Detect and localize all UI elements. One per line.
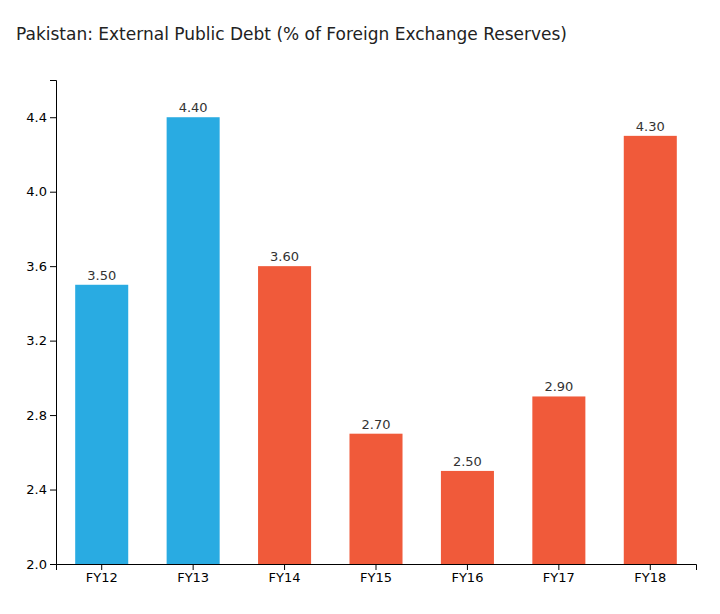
tick-mark xyxy=(558,564,559,570)
tick: FY17 xyxy=(543,564,575,585)
tick-label: FY15 xyxy=(360,570,392,585)
tick-label: FY13 xyxy=(177,570,209,585)
bar xyxy=(349,434,402,564)
tick-label: 4.0 xyxy=(26,184,47,199)
tick-mark xyxy=(193,564,194,570)
tick-mark xyxy=(50,490,56,491)
tick-label: 2.0 xyxy=(26,557,47,572)
tick: FY18 xyxy=(634,564,666,585)
data-label: 3.50 xyxy=(87,268,116,283)
tick: 2.8 xyxy=(26,408,56,423)
tick: 2.4 xyxy=(26,482,56,497)
plot: FY12 FY13 FY14 FY15 FY16 FY17 FY18 2.0 2.4 2.8 3.2… xyxy=(26,81,696,586)
data-label: 4.30 xyxy=(636,119,665,134)
x-axis: FY12 FY13 FY14 FY15 FY16 FY17 FY18 xyxy=(57,564,697,585)
tick-label: FY12 xyxy=(86,570,118,585)
tick: FY12 xyxy=(86,564,118,585)
bar xyxy=(258,266,311,564)
tick: 3.6 xyxy=(26,259,56,274)
tick-label: FY17 xyxy=(543,570,575,585)
bar xyxy=(75,285,128,564)
tick-label: FY18 xyxy=(634,570,666,585)
bar xyxy=(167,117,220,564)
tick-mark xyxy=(467,564,468,570)
tick-label: FY16 xyxy=(451,570,483,585)
chart: Pakistan: External Public Debt (% of For… xyxy=(0,0,720,614)
data-label: 3.60 xyxy=(270,249,299,264)
tick-label: 4.4 xyxy=(26,110,47,125)
axis-line xyxy=(57,565,697,571)
tick-label: 2.8 xyxy=(26,408,47,423)
tick-mark xyxy=(50,117,56,118)
tick: FY14 xyxy=(269,564,301,585)
tick-mark xyxy=(50,415,56,416)
bar xyxy=(441,471,494,564)
tick-mark xyxy=(50,266,56,267)
tick: FY16 xyxy=(451,564,483,585)
bars xyxy=(75,117,677,564)
data-label: 4.40 xyxy=(179,100,208,115)
data-label: 2.50 xyxy=(453,454,482,469)
tick: 4.0 xyxy=(26,184,56,199)
data-labels: 3.50 4.40 3.60 2.70 2.50 2.90 4.30 xyxy=(87,100,665,469)
tick-mark xyxy=(50,564,56,565)
y-axis: 2.0 2.4 2.8 3.2 3.6 4.0 4.4 xyxy=(26,81,56,572)
tick: FY13 xyxy=(177,564,209,585)
tick-label: 2.4 xyxy=(26,482,47,497)
tick-label: FY14 xyxy=(269,570,301,585)
tick-mark xyxy=(50,192,56,193)
bar xyxy=(532,396,585,564)
data-label: 2.90 xyxy=(544,379,573,394)
tick-mark xyxy=(650,564,651,570)
tick: FY15 xyxy=(360,564,392,585)
axis-line xyxy=(50,81,57,565)
tick-mark xyxy=(50,341,56,342)
tick-mark xyxy=(376,564,377,570)
tick-mark xyxy=(284,564,285,570)
tick-mark xyxy=(101,564,102,570)
data-label: 2.70 xyxy=(362,417,391,432)
bar xyxy=(624,136,677,564)
tick: 3.2 xyxy=(26,333,56,348)
tick: 2.0 xyxy=(26,557,56,572)
title: Pakistan: External Public Debt (% of For… xyxy=(16,24,567,44)
tick-label: 3.6 xyxy=(26,259,47,274)
tick-label: 3.2 xyxy=(26,333,47,348)
tick: 4.4 xyxy=(26,110,56,125)
